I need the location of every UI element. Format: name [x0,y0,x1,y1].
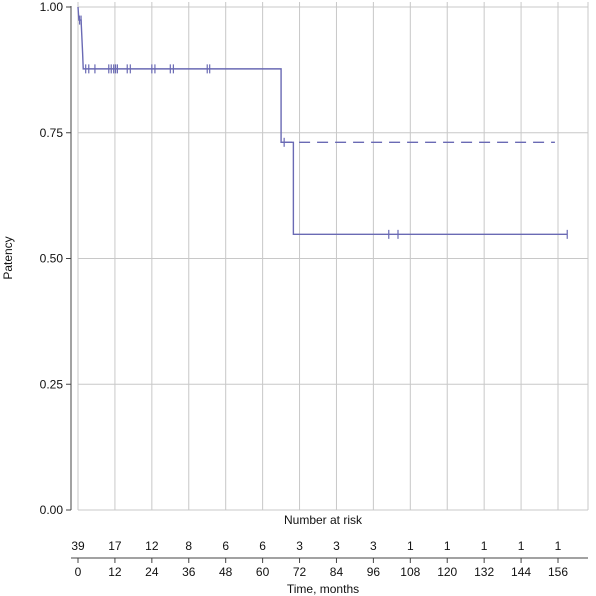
y-tick-label-3: 0.75 [40,126,64,140]
y-tick-label-0: 0.00 [40,503,64,517]
y-tick-label-4: 1.00 [40,0,64,14]
risk-count-0: 39 [71,539,85,553]
y-tick-label-2: 0.50 [40,252,64,266]
risk-count-9: 1 [407,539,414,553]
risk-count-5: 6 [259,539,266,553]
y-tick-label-1: 0.25 [40,377,64,391]
x-tick-label-0: 0 [75,565,82,579]
x-tick-label-13: 156 [548,565,568,579]
risk-count-2: 12 [145,539,159,553]
x-tick-label-10: 120 [437,565,457,579]
risk-count-layer: 39 17 12 8 6 6 3 3 3 1 1 1 1 1 [71,539,561,553]
x-tick-label-8: 96 [367,565,381,579]
x-tick-label-11: 132 [474,565,494,579]
risk-count-12: 1 [518,539,525,553]
x-tick-label-9: 108 [400,565,420,579]
x-tick-label-4: 48 [219,565,233,579]
x-axis-label: Time, months [287,582,359,596]
grid-layer [77,2,589,511]
censor-layer [78,15,568,239]
risk-count-13: 1 [555,539,562,553]
x-tick-label-5: 60 [256,565,270,579]
risk-count-11: 1 [481,539,488,553]
risk-count-3: 8 [185,539,192,553]
x-tick-label-12: 144 [511,565,531,579]
plot-area: 0.00 0.25 0.50 0.75 1.00 [40,0,589,517]
risk-count-4: 6 [222,539,229,553]
x-tick-label-2: 24 [145,565,159,579]
risk-count-7: 3 [333,539,340,553]
risk-count-8: 3 [370,539,377,553]
risk-count-6: 3 [296,539,303,553]
x-tick-layer: 0 12 24 36 48 60 72 84 96 108 120 132 144 156 [75,558,568,579]
y-tick-layer: 0.00 0.25 0.50 0.75 1.00 [40,0,71,517]
x-tick-label-1: 12 [108,565,122,579]
risk-count-1: 17 [108,539,122,553]
y-axis-label: Patency [1,236,15,279]
x-tick-label-7: 84 [330,565,344,579]
x-tick-label-3: 36 [182,565,196,579]
x-tick-label-6: 72 [293,565,307,579]
risk-table-title: Number at risk [284,513,363,527]
risk-count-10: 1 [444,539,451,553]
plot-frame [78,2,588,510]
